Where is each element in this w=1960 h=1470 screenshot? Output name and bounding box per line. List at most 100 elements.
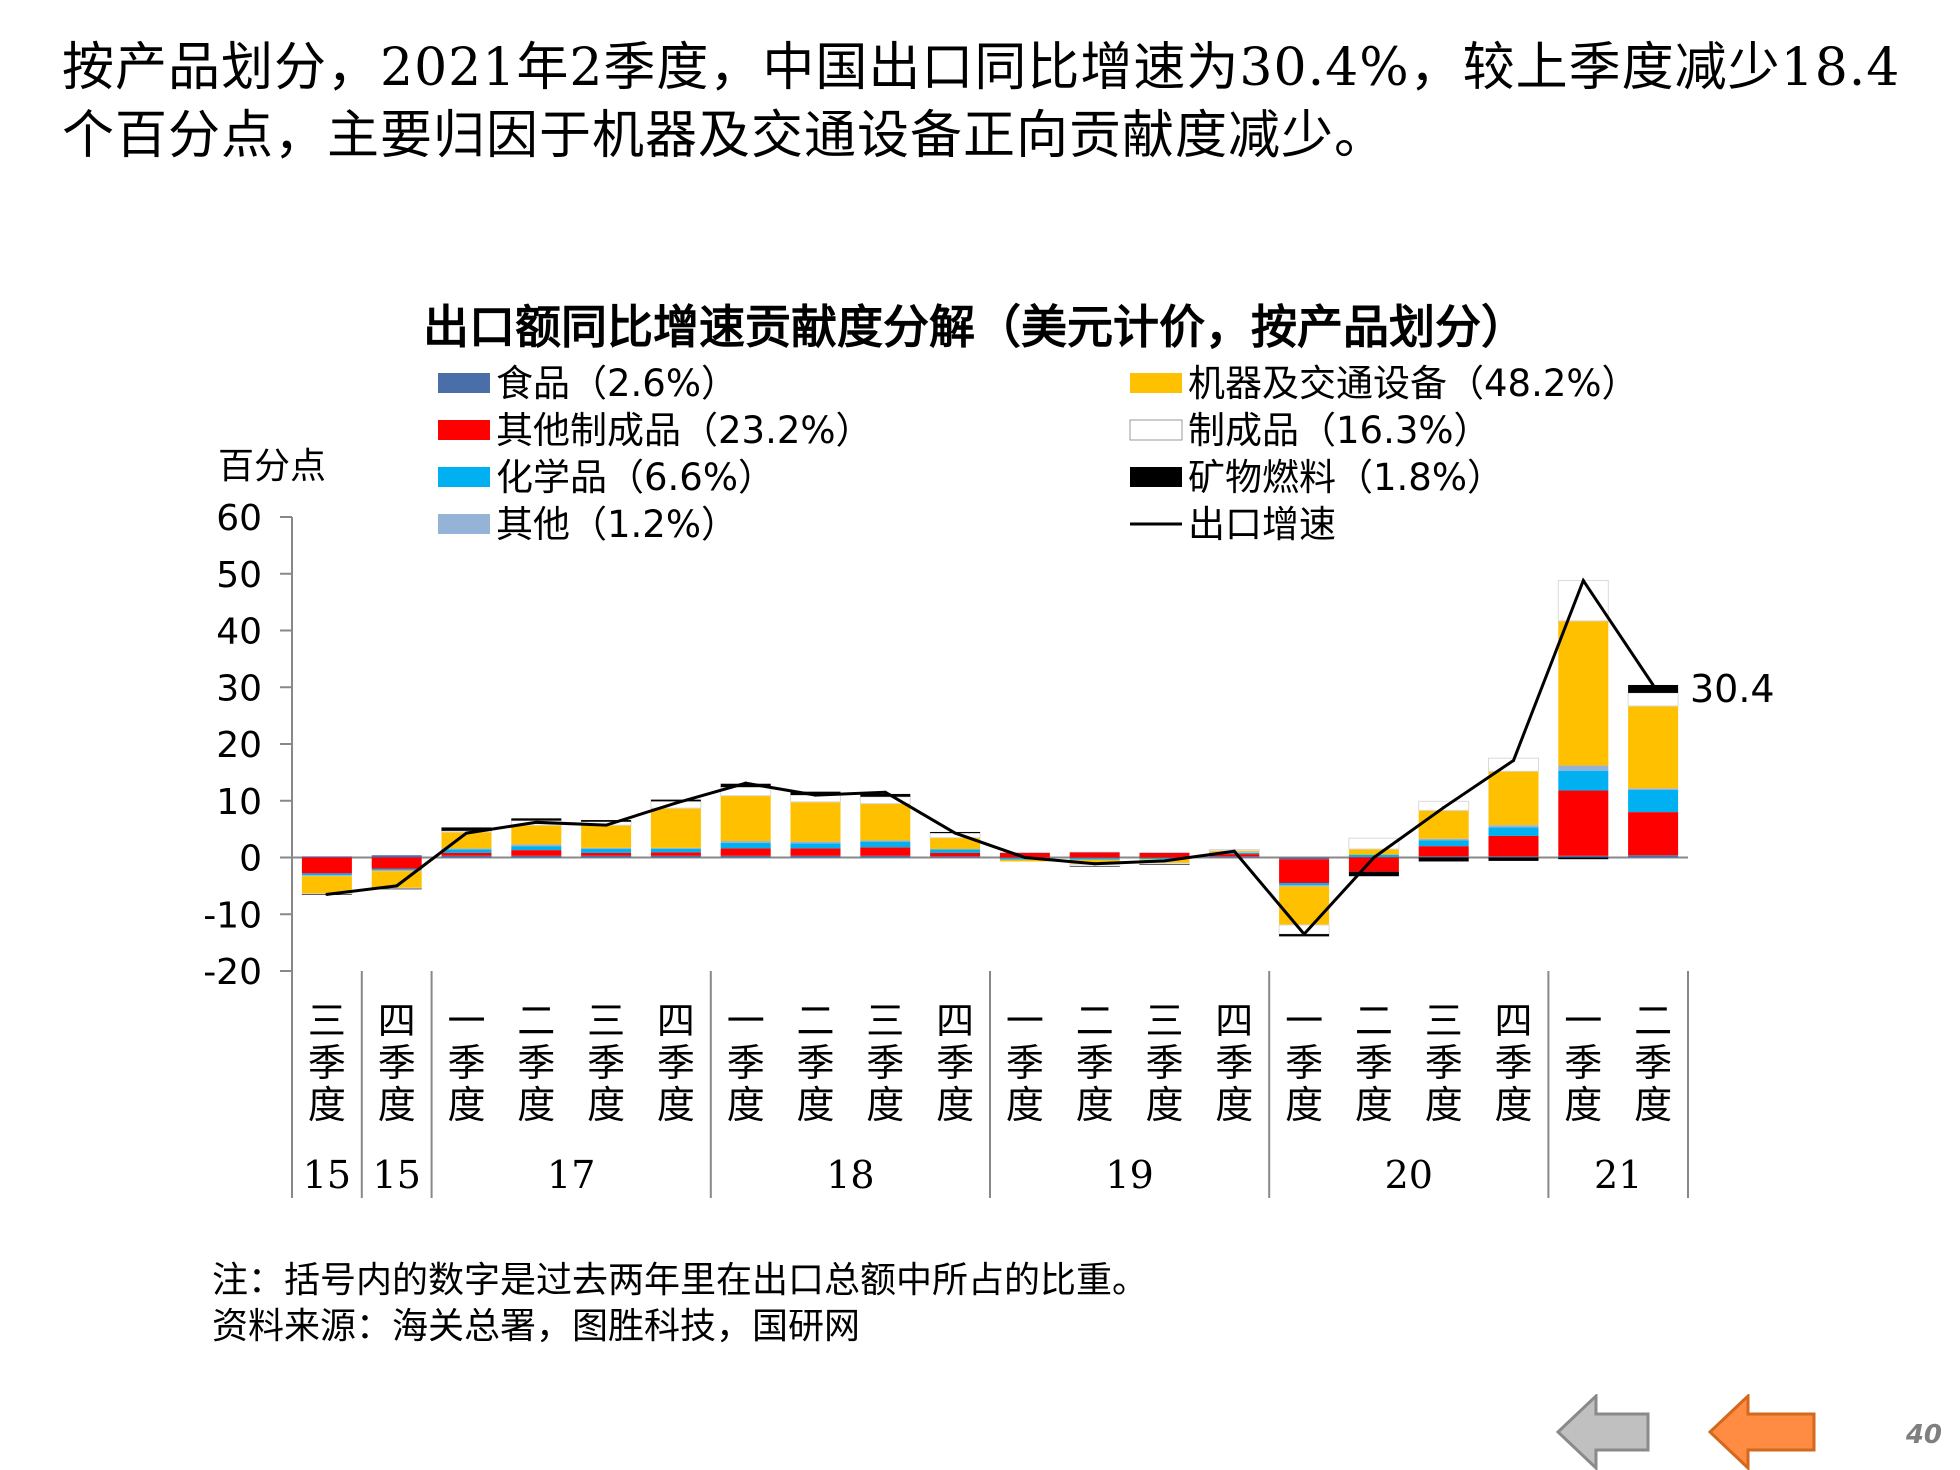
axes: 6050403020100-10-20三季度四季度一季度二季度三季度四季度一季度… — [203, 498, 1689, 1198]
bar-segment — [511, 818, 562, 821]
x-tick-label-char: 一 — [447, 999, 485, 1043]
bar-segment — [1279, 859, 1330, 884]
export-growth-line — [325, 577, 1655, 937]
bar-segment — [1069, 866, 1120, 867]
bar-segment — [441, 827, 492, 831]
previous-arrow-icon[interactable] — [1556, 1394, 1652, 1470]
bar-segment — [1628, 788, 1679, 790]
export-growth-point — [883, 790, 887, 794]
x-tick-label-char: 度 — [1355, 1083, 1393, 1127]
x-tick-label-char: 度 — [517, 1083, 555, 1127]
bar-segment — [930, 852, 981, 857]
bar-segment — [720, 783, 771, 788]
bar-segment — [1348, 871, 1399, 877]
x-tick-label-char: 一 — [1564, 999, 1602, 1043]
legend-swatch — [438, 514, 490, 534]
x-tick-label-char: 季 — [1634, 1041, 1672, 1085]
headline-line-1: 按产品划分，2021年2季度，中国出口同比增速为30.4%，较上季度减少18.4 — [62, 38, 1901, 98]
x-tick-label-char: 三 — [308, 999, 346, 1043]
bar-segment — [441, 848, 492, 850]
bar-segment — [860, 793, 911, 797]
bar-segment — [860, 847, 911, 856]
bar-segment — [1139, 857, 1190, 859]
bar-segment — [650, 852, 701, 856]
x-tick-label-char: 季 — [796, 1041, 834, 1085]
x-tick-label-char: 季 — [1076, 1041, 1114, 1085]
bar-segment — [650, 848, 701, 853]
export-growth-point — [1023, 856, 1027, 859]
legend-label: 其他制成品（23.2%） — [496, 409, 873, 452]
bar-segment — [1348, 848, 1399, 855]
export-growth-point — [1442, 806, 1446, 810]
bar-segment — [1139, 862, 1190, 865]
bar-segment — [581, 820, 632, 822]
bar-segment — [720, 841, 771, 843]
x-tick-label-char: 季 — [587, 1041, 625, 1085]
x-tick-label-char: 二 — [517, 999, 555, 1043]
bar-segment — [1279, 857, 1330, 860]
x-tick-label-char: 二 — [1634, 999, 1672, 1043]
bar-segment — [1558, 790, 1609, 856]
bar-segment — [930, 837, 981, 849]
year-label: 17 — [547, 1153, 595, 1197]
bar-segment — [1209, 854, 1260, 857]
x-tick-label-char: 度 — [1145, 1083, 1183, 1127]
x-tick-label-char: 四 — [378, 999, 416, 1043]
bar-segment — [371, 888, 422, 890]
x-tick-label-char: 季 — [727, 1041, 765, 1085]
x-tick-label-char: 季 — [517, 1041, 555, 1085]
export-growth-point — [1372, 856, 1376, 859]
bar-segment — [1069, 857, 1120, 859]
x-tick-label-char: 度 — [1215, 1083, 1253, 1127]
x-tick-label-char: 度 — [1285, 1083, 1323, 1127]
bar-segment — [1348, 857, 1399, 872]
bar-segment — [1558, 620, 1609, 766]
bar-segment — [581, 825, 632, 848]
x-tick-label-char: 三 — [1425, 999, 1463, 1043]
headline: 按产品划分，2021年2季度，中国出口同比增速为30.4%，较上季度减少18.4… — [62, 34, 1922, 170]
last-value-annotation: 30.4 — [1690, 667, 1775, 711]
legend-label: 化学品（6.6%） — [496, 456, 775, 499]
bar-segment — [1558, 765, 1609, 771]
y-tick-label: 10 — [216, 782, 262, 823]
x-tick-label-char: 度 — [1425, 1083, 1463, 1127]
bar-segment — [511, 844, 562, 847]
bar-segment — [999, 858, 1050, 860]
legend: 食品（2.6%） 机器及交通设备（48.2%） 其他制成品（23.2%） 制成品（16… — [438, 362, 1639, 546]
bar-segment — [790, 843, 841, 849]
y-tick-label: 40 — [216, 612, 262, 653]
export-growth-polyline — [326, 577, 1655, 937]
bar-segment — [1279, 886, 1330, 926]
chart-title: 出口额同比增速贡献度分解（美元计价，按产品划分） — [423, 300, 1527, 354]
bar-segment — [1488, 825, 1539, 828]
legend-swatch — [438, 467, 490, 487]
bar-segment — [1139, 852, 1190, 858]
x-tick-label-char: 二 — [1076, 999, 1114, 1043]
export-growth-point — [953, 831, 957, 835]
next-arrow-icon[interactable] — [1708, 1394, 1820, 1470]
bar-segment — [1418, 846, 1469, 857]
bar-segment — [999, 852, 1050, 853]
export-growth-point — [674, 801, 678, 805]
x-tick-label-char: 二 — [796, 999, 834, 1043]
bar-segment — [1418, 840, 1469, 847]
x-tick-label-char: 度 — [1076, 1083, 1114, 1127]
bar-segment — [301, 856, 352, 858]
export-growth-point — [814, 793, 817, 797]
x-tick-label-char: 三 — [866, 999, 904, 1043]
bar-segment — [1627, 692, 1679, 707]
bar-segment — [790, 841, 841, 844]
bar-segment — [1069, 852, 1120, 858]
bar-segment — [1069, 858, 1120, 860]
y-axis-unit-label: 百分点 — [218, 446, 326, 487]
legend-swatch — [1130, 467, 1182, 487]
y-tick-label: 20 — [216, 725, 262, 766]
note-text: 注：括号内的数字是过去两年里在出口总额中所占的比重。 — [212, 1260, 1149, 1301]
export-growth-point — [534, 820, 538, 824]
x-tick-label-char: 三 — [1145, 999, 1183, 1043]
bar-segment — [790, 855, 841, 858]
y-tick-label: -20 — [203, 952, 262, 993]
page-number: 40 — [1905, 1420, 1942, 1450]
bar-segment — [1069, 859, 1120, 865]
bar-segment — [1558, 855, 1609, 858]
